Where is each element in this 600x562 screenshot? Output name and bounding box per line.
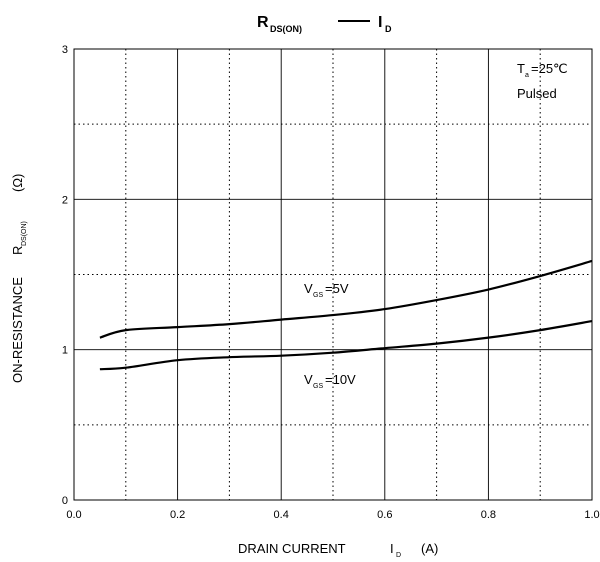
series-label-vgs10-value: =10V [325, 372, 356, 387]
x-axis-symbol: I [390, 541, 394, 556]
series-label-vgs10: V [304, 372, 313, 387]
y-axis-unit: (Ω) [10, 174, 25, 192]
title-i-subscript: D [385, 24, 392, 34]
y-tick-label: 1 [62, 345, 68, 357]
x-tick-label: 0.2 [170, 509, 185, 521]
grid [74, 49, 592, 500]
y-axis-label: ON-RESISTANCE [10, 277, 25, 383]
title-r: R [257, 14, 269, 31]
x-axis-subscript: D [396, 552, 401, 559]
temperature-symbol: T [517, 61, 525, 76]
y-tick-label: 0 [62, 495, 68, 507]
x-axis-label: DRAIN CURRENT [238, 541, 346, 556]
title-r-subscript: DS(ON) [270, 24, 302, 34]
series-label-vgs5-value: =5V [325, 281, 349, 296]
series-group [100, 261, 592, 369]
title-i: I [378, 14, 382, 31]
series-line-vgs-5v [100, 261, 592, 338]
pulsed-label: Pulsed [517, 86, 557, 101]
series-label-vgs5: V [304, 281, 313, 296]
x-tick-label: 1.0 [584, 509, 599, 521]
y-axis-symbol: R [10, 246, 25, 255]
y-tick-label: 3 [62, 44, 68, 56]
x-tick-label: 0.8 [481, 509, 496, 521]
series-label-vgs5-subscript: GS [313, 292, 323, 299]
temperature-value: =25℃ [531, 61, 568, 76]
y-tick-label: 2 [62, 194, 68, 206]
x-tick-label: 0.0 [66, 509, 81, 521]
x-tick-label: 0.6 [377, 509, 392, 521]
series-label-vgs10-subscript: GS [313, 383, 323, 390]
x-axis-unit: (A) [421, 541, 438, 556]
temperature-subscript: a [525, 72, 529, 79]
y-axis-subscript: DS(ON) [21, 221, 28, 246]
x-tick-label: 0.4 [274, 509, 289, 521]
y-axis-label-group: ON-RESISTANCE R DS(ON) (Ω) [10, 174, 28, 383]
